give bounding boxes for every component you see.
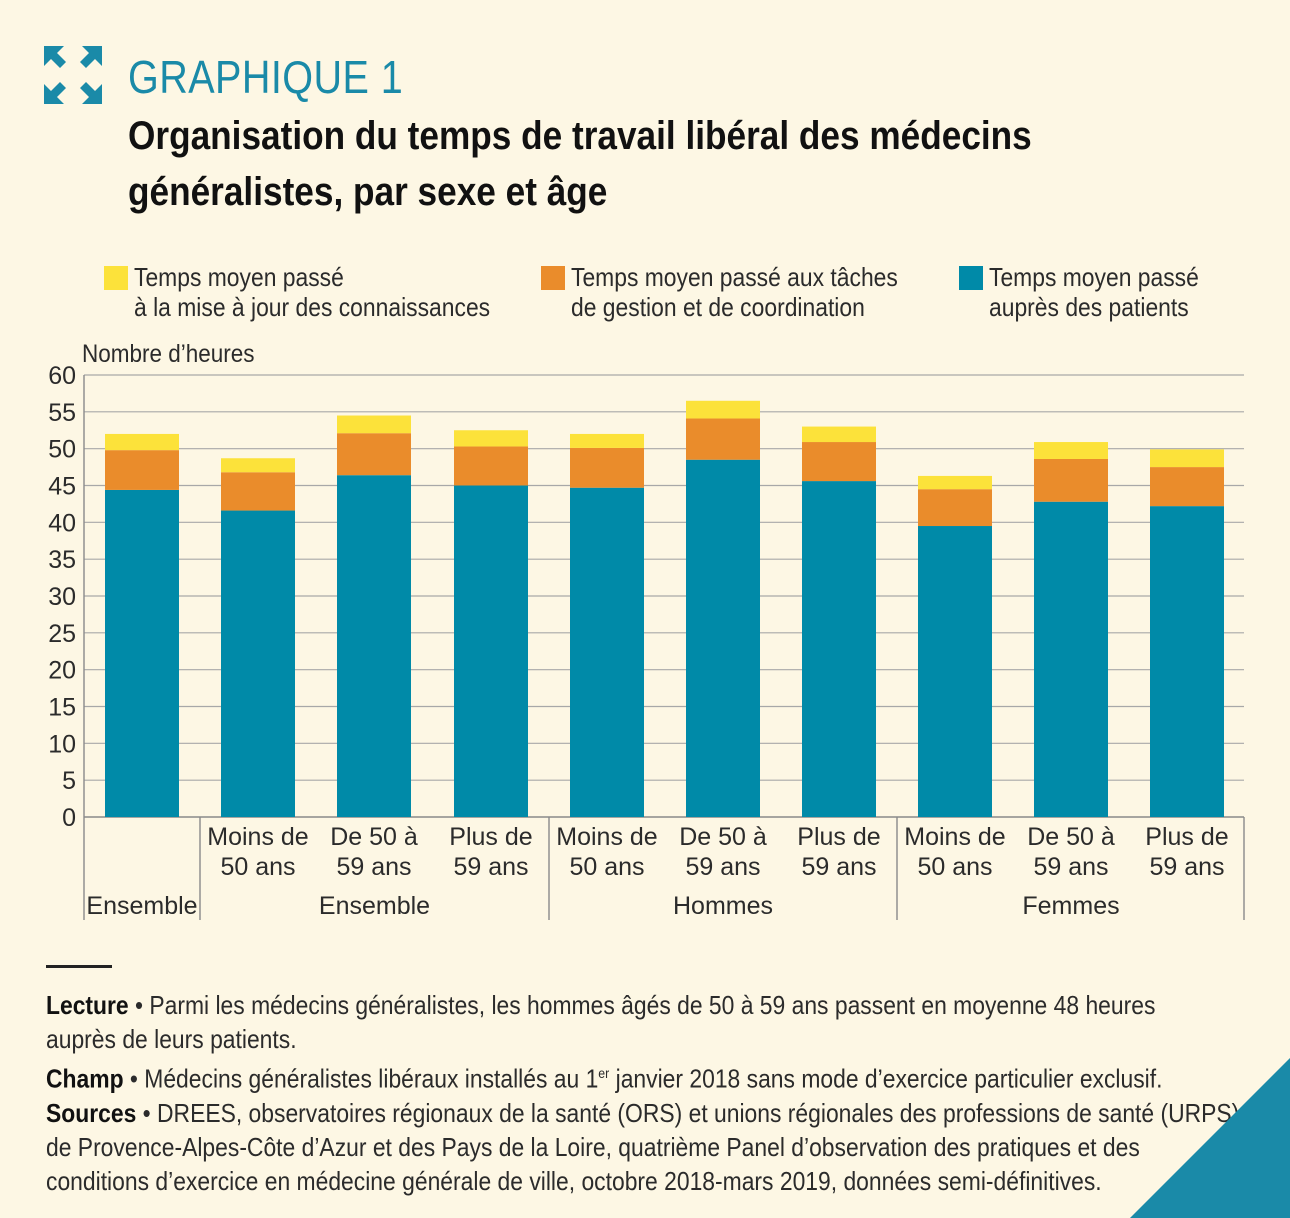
x-tick-label: 50 ans: [917, 853, 992, 881]
bar-segment-connaissances: [1150, 449, 1224, 468]
x-tick-label: 59 ans: [336, 853, 411, 881]
bar-segment-connaissances: [1034, 442, 1108, 459]
note-champ-text-1: • Médecins généralistes libéraux install…: [123, 1063, 599, 1094]
note-lecture: Lecture • Parmi les médecins généraliste…: [46, 988, 1243, 1056]
bar-segment-patients: [570, 487, 644, 817]
group-label: Ensemble: [86, 892, 197, 920]
x-tick-label: Moins de: [207, 823, 308, 851]
group-label: Hommes: [673, 892, 773, 920]
stacked-bar-chart: Nombre d’heures 0 5 10 15 20 25 30 35 40 45 50 55 60 M…: [48, 340, 1245, 920]
bar-segment-patients: [337, 475, 411, 817]
x-tick-label: De 50 à: [330, 823, 418, 851]
chart-title-line-1: Organisation du temps de travail libéral…: [128, 114, 1032, 158]
y-tick-label: 15: [48, 694, 76, 722]
bar-segment-connaissances: [570, 433, 644, 448]
legend-swatch-gestion: [541, 266, 565, 290]
chart-title-line-2: généralistes, par sexe et âge: [128, 170, 608, 214]
note-champ-label: Champ: [46, 1063, 124, 1094]
y-tick-label: 0: [62, 804, 76, 832]
bar-segment-connaissances: [454, 430, 528, 447]
x-tick-label: Plus de: [449, 823, 532, 851]
x-tick-label: Plus de: [1145, 823, 1228, 851]
bar-segment-patients: [1034, 501, 1108, 817]
bar-segment-patients: [105, 489, 179, 817]
legend-swatch-patients: [959, 266, 983, 290]
y-tick-label: 50: [48, 436, 76, 464]
y-tick-label: 55: [48, 399, 76, 427]
bar-segment-connaissances: [918, 475, 992, 490]
group-label: Ensemble: [319, 892, 430, 920]
bar-segment-gestion: [221, 472, 295, 511]
x-tick-label: 59 ans: [685, 853, 760, 881]
group-label: Femmes: [1022, 892, 1119, 920]
note-sources-label: Sources: [46, 1097, 137, 1128]
note-champ: Champ • Médecins généralistes libéraux i…: [46, 1056, 1243, 1096]
y-tick-label: 40: [48, 509, 76, 537]
legend-label-gestion: Temps moyen passé aux tâches de gestion …: [571, 262, 898, 322]
note-lecture-label: Lecture: [46, 990, 129, 1020]
y-tick-label: 30: [48, 583, 76, 611]
x-tick-label: 50 ans: [569, 853, 644, 881]
legend-label-patients: Temps moyen passé auprès des patients: [989, 262, 1199, 322]
legend-label-connaissances: Temps moyen passé à la mise à jour des c…: [134, 262, 491, 322]
x-tick-label: 59 ans: [1149, 853, 1224, 881]
bar-segment-gestion: [802, 442, 876, 482]
y-tick-label: 25: [48, 620, 76, 648]
note-champ-sup: er: [598, 1065, 610, 1081]
x-tick-label: De 50 à: [1027, 823, 1115, 851]
bar-segment-gestion: [570, 447, 644, 488]
x-tick-label: 59 ans: [801, 853, 876, 881]
note-sources: Sources • DREES, observatoires régionaux…: [46, 1096, 1243, 1198]
x-tick-label: Plus de: [797, 823, 880, 851]
notes-block: Lecture • Parmi les médecins généraliste…: [46, 965, 1246, 1198]
y-tick-label: 45: [48, 473, 76, 501]
bar-segment-patients: [918, 526, 992, 817]
bar-segment-gestion: [686, 418, 760, 460]
note-lecture-text: • Parmi les médecins généralistes, les h…: [46, 990, 1156, 1054]
x-tick-label: Moins de: [556, 823, 657, 851]
bar-segment-patients: [802, 481, 876, 817]
x-tick-label: 59 ans: [1033, 853, 1108, 881]
bar-segment-connaissances: [686, 400, 760, 419]
graph-label: GRAPHIQUE 1: [128, 51, 404, 103]
chart-title: Organisation du temps de travail libéral…: [128, 108, 1278, 220]
bar-segment-gestion: [1150, 467, 1224, 507]
bar-segment-gestion: [337, 433, 411, 476]
expand-arrows-icon: [44, 46, 102, 104]
x-tick-label: 59 ans: [453, 853, 528, 881]
bar-segment-patients: [686, 459, 760, 817]
y-tick-label: 20: [48, 657, 76, 685]
bar-segment-connaissances: [337, 415, 411, 434]
y-tick-label: 35: [48, 546, 76, 574]
x-tick-label: 50 ans: [220, 853, 295, 881]
bar-segment-gestion: [1034, 458, 1108, 502]
bar-segment-patients: [454, 485, 528, 817]
bar-segment-connaissances: [221, 458, 295, 473]
x-tick-label: De 50 à: [679, 823, 767, 851]
x-tick-label: Moins de: [904, 823, 1005, 851]
note-sources-text: • DREES, observatoires régionaux de la s…: [46, 1097, 1240, 1196]
note-champ-text-2: janvier 2018 sans mode d’exercice partic…: [609, 1063, 1163, 1094]
bar-segment-gestion: [918, 489, 992, 527]
y-tick-label: 10: [48, 730, 76, 758]
y-axis-label: Nombre d’heures: [82, 340, 255, 368]
bar-segment-patients: [1150, 506, 1224, 817]
bar-segment-connaissances: [802, 426, 876, 443]
corner-triangle: [1130, 1058, 1290, 1218]
legend-swatch-connaissances: [104, 266, 128, 290]
bar-segment-gestion: [105, 450, 179, 490]
notes-rule: [46, 965, 112, 968]
bar-segment-gestion: [454, 446, 528, 486]
bar-segment-connaissances: [105, 433, 179, 451]
y-tick-label: 60: [48, 362, 76, 390]
bar-segment-patients: [221, 510, 295, 817]
y-tick-label: 5: [62, 767, 76, 795]
